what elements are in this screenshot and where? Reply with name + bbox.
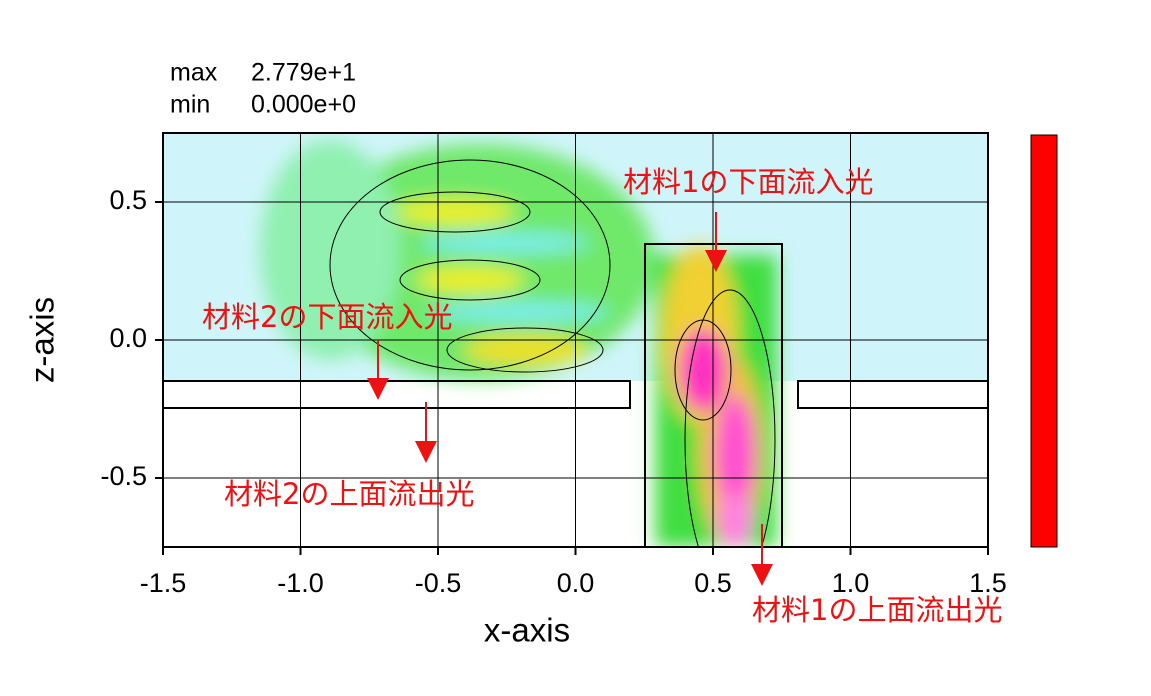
x-tick-label: -1.5 — [140, 568, 187, 598]
colorbar — [1030, 134, 1058, 548]
arrow-head — [751, 564, 773, 586]
y-tick-label: 0.0 — [109, 323, 147, 353]
arrow-head — [705, 250, 727, 272]
x-tick-label: -1.0 — [277, 568, 324, 598]
arrow-head — [415, 441, 437, 463]
x-tick-label: 0.0 — [557, 568, 595, 598]
y-axis-label: z-axis — [24, 297, 61, 383]
x-tick-label: 1.5 — [969, 568, 1007, 598]
stat-name: max — [170, 59, 218, 87]
annotation: 材料1の上面流出光 — [752, 593, 1002, 627]
stat-name: min — [170, 91, 210, 119]
y-tick-label: 0.5 — [109, 185, 147, 215]
x-tick-label: 0.5 — [694, 568, 732, 598]
x-tick-label: -0.5 — [415, 568, 462, 598]
x-axis-label: x-axis — [484, 612, 570, 649]
stat-value: 2.779e+1 — [251, 59, 356, 87]
stat-value: 0.000e+0 — [251, 91, 356, 119]
annotation: 材料2の上面流出光 — [224, 477, 474, 511]
annotation: 材料1の下面流入光 — [623, 165, 873, 199]
annotation: 材料2の下面流入光 — [202, 300, 452, 334]
x-tick-label: 1.0 — [832, 568, 870, 598]
arrow-head — [367, 378, 389, 400]
y-tick-label: -0.5 — [100, 461, 147, 491]
